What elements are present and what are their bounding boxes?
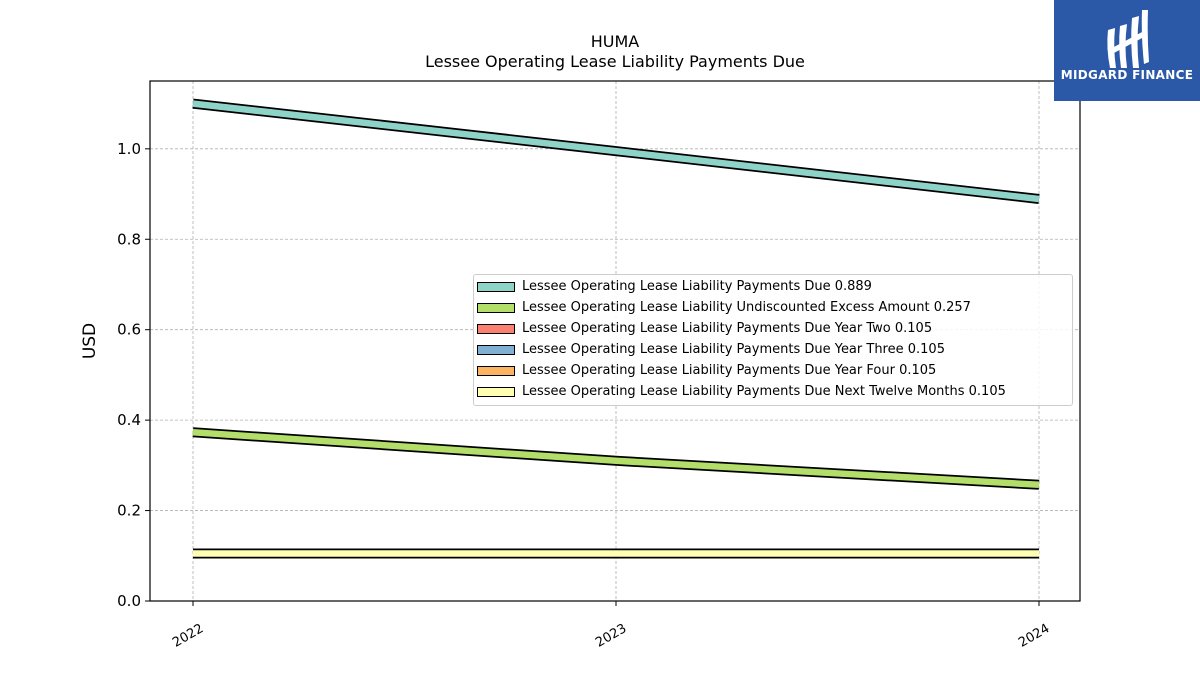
legend-label: Lessee Operating Lease Liability Undisco… xyxy=(522,300,971,315)
legend-label: Lessee Operating Lease Liability Payment… xyxy=(522,384,1006,399)
chart-title: HUMA xyxy=(590,32,640,51)
y-tick-label: 0.0 xyxy=(117,592,141,610)
legend-swatch xyxy=(477,345,515,355)
legend-swatch xyxy=(477,387,515,397)
legend-swatch xyxy=(477,366,515,376)
legend-label: Lessee Operating Lease Liability Payment… xyxy=(522,363,937,378)
legend-label: Lessee Operating Lease Liability Payment… xyxy=(522,321,933,336)
legend-swatch xyxy=(477,282,515,292)
series-line xyxy=(192,100,1040,203)
y-tick-label: 0.8 xyxy=(117,230,141,248)
plot-frame xyxy=(149,80,1081,602)
x-tick-label: 2022 xyxy=(170,621,206,651)
legend-swatch xyxy=(477,303,515,313)
chart-legend: Lessee Operating Lease Liability Payment… xyxy=(473,274,1073,406)
y-tick-label: 0.6 xyxy=(117,321,141,339)
y-tick-label: 0.2 xyxy=(117,502,141,520)
midgard-logo-icon xyxy=(1107,10,1149,68)
y-axis: 0.0 0.2 0.4 0.6 0.8 1.0 xyxy=(117,140,150,610)
legend-label: Lessee Operating Lease Liability Payment… xyxy=(522,279,872,294)
legend-swatch xyxy=(477,324,515,334)
brand-logo xyxy=(1054,0,1200,101)
y-tick-label: 1.0 xyxy=(117,140,141,158)
chart-subtitle: Lessee Operating Lease Liability Payment… xyxy=(425,52,805,71)
brand-name: MIDGARD FINANCE xyxy=(1060,68,1194,82)
x-axis: 2022 2023 2024 xyxy=(170,601,1052,651)
x-tick-label: 2023 xyxy=(593,621,629,651)
y-tick-label: 0.4 xyxy=(117,411,141,429)
legend-label: Lessee Operating Lease Liability Payment… xyxy=(522,342,945,357)
series-line xyxy=(192,429,1040,489)
y-axis-label: USD xyxy=(80,323,100,359)
x-tick-label: 2024 xyxy=(1016,621,1052,651)
chart-series xyxy=(192,98,1040,559)
